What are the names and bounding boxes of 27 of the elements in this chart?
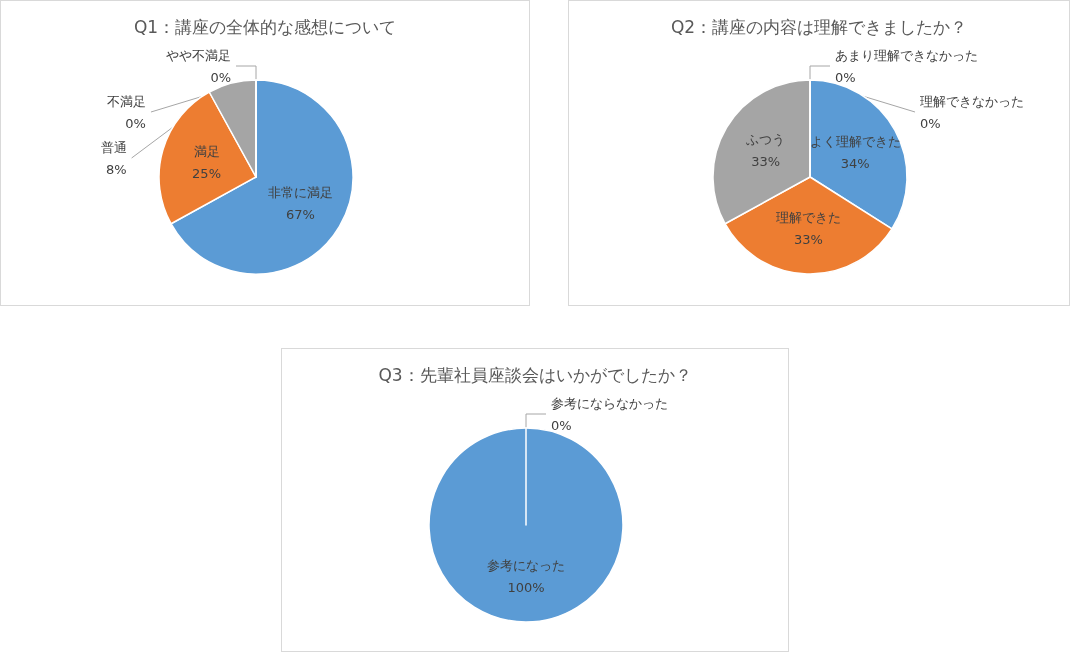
slice-label: 満足 <box>193 144 220 160</box>
data-label: 33% <box>793 231 823 247</box>
category-label: 不満足 <box>106 93 146 109</box>
chart-title: Q1：講座の全体的な感想について <box>133 16 397 37</box>
slice-label: ふつう <box>745 132 786 148</box>
text: 0% <box>835 69 856 85</box>
text: 0% <box>210 69 231 85</box>
data-label: 33% <box>751 154 781 170</box>
chart-title: Q2：講座の内容は理解できましたか？ <box>670 16 968 37</box>
slice-label: 普通 <box>100 139 127 155</box>
slice-label: 理解できた <box>775 209 841 225</box>
text: 0% <box>920 115 941 131</box>
text: 0% <box>551 417 572 433</box>
data-label: 34% <box>840 155 870 171</box>
category-label: 理解できなかった <box>920 93 1025 109</box>
data-label: 100% <box>507 580 545 595</box>
data-label: 67% <box>285 206 315 222</box>
category-label: あまり理解できなかった <box>835 47 978 63</box>
text: 0% <box>125 115 146 131</box>
data-label: 8% <box>106 161 127 177</box>
data-label: 25% <box>192 166 221 182</box>
category-label: やや不満足 <box>166 47 231 63</box>
category-label: 参考にならなかった <box>551 395 668 411</box>
slice-label: 非常に満足 <box>267 184 333 200</box>
slice-label: よく理解できた <box>809 133 901 149</box>
chart-title: Q3：先輩社員座談会はいかがでしたか？ <box>378 364 692 385</box>
slice-label: 参考になった <box>487 558 565 573</box>
